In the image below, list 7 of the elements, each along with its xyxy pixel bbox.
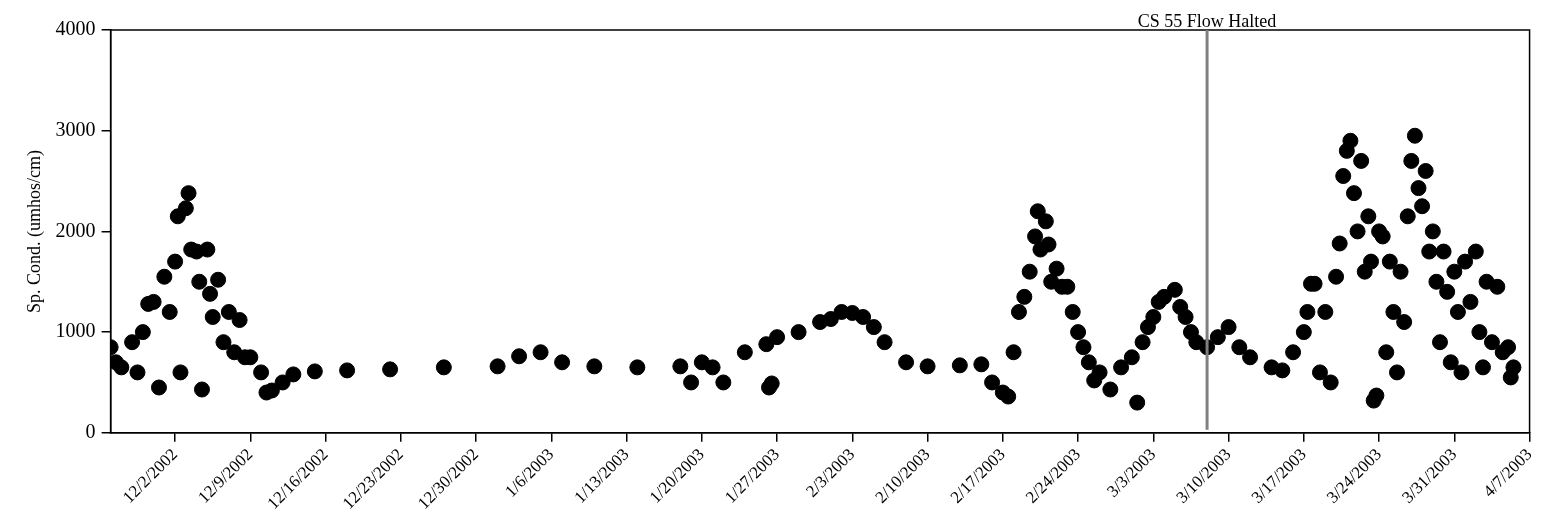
y-tick-label: 2000 (55, 218, 96, 241)
ref-line-label: CS 55 Flow Halted (1137, 10, 1277, 31)
y-tick-label: 0 (85, 420, 96, 443)
y-tick-label: 1000 (55, 319, 96, 342)
y-axis-title: Sp. Cond. (umhos/cm) (23, 149, 45, 313)
y-tick-label: 4000 (55, 17, 96, 40)
y-tick-label: 3000 (55, 117, 96, 140)
